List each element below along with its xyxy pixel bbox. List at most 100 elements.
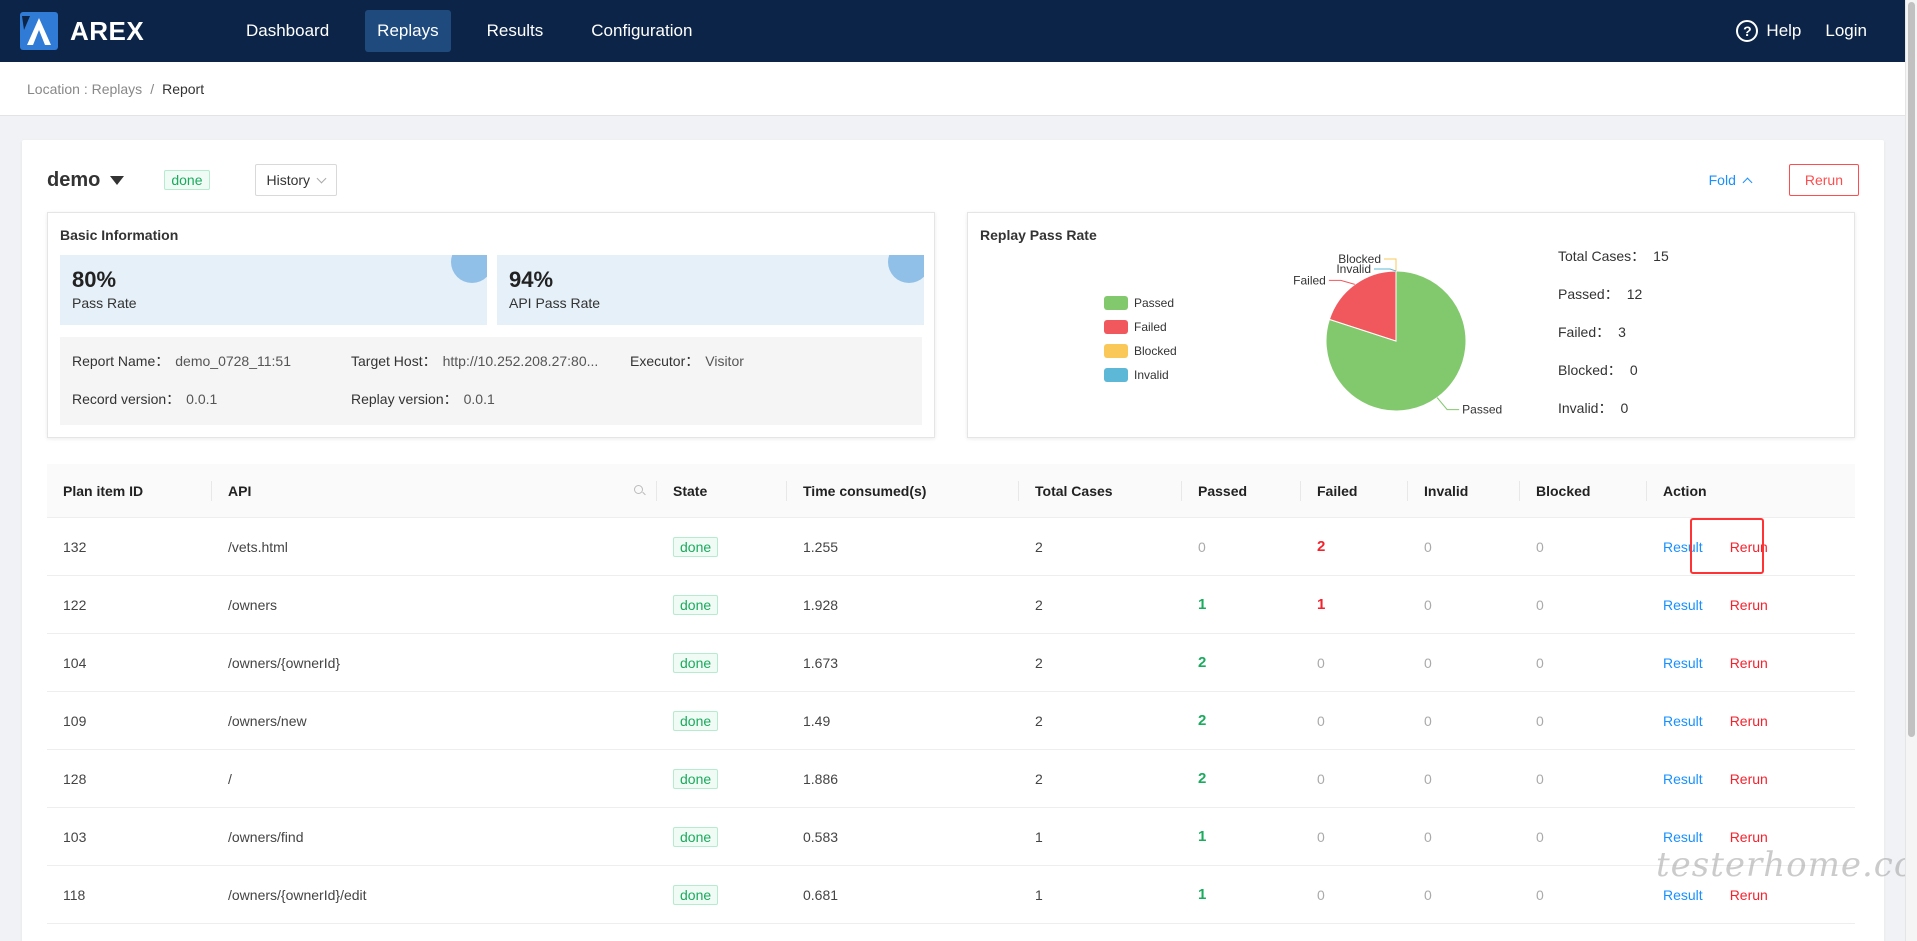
result-link[interactable]: Result (1663, 654, 1703, 671)
cell-blocked: 0 (1520, 866, 1647, 923)
cell-time-consumed: 1.49 (787, 692, 1019, 749)
scrollbar-thumb[interactable] (1908, 2, 1915, 737)
cell-time-consumed-value: 1.255 (803, 538, 839, 555)
cell-plan-item-id-value: 103 (63, 828, 87, 845)
legend-item-failed[interactable]: Failed (1104, 315, 1177, 339)
logo-text: AREX (70, 15, 145, 46)
breadcrumb-location[interactable]: Location : Replays (27, 80, 143, 97)
cell-invalid: 0 (1408, 692, 1520, 749)
table-row: 132/vets.html done 1.255 2 0 2 0 0 Result Rerun (47, 518, 1855, 576)
cell-api-value: /vets.html (228, 538, 288, 555)
summary-failed: Failed： 3 (1558, 321, 1669, 359)
column-header-label: API (228, 482, 252, 499)
result-link[interactable]: Result (1663, 538, 1703, 555)
column-header-label: Passed (1198, 482, 1248, 499)
rerun-link[interactable]: Rerun (1729, 770, 1768, 787)
cell-invalid: 0 (1408, 866, 1520, 923)
rerun-link[interactable]: Rerun (1729, 886, 1768, 903)
history-select[interactable]: History (254, 164, 338, 196)
legend-label: Blocked (1134, 344, 1177, 358)
cell-state-value: done (673, 768, 719, 789)
rerun-link[interactable]: Rerun (1729, 538, 1768, 555)
cell-passed: 2 (1182, 692, 1301, 749)
pie-label-failed: Failed (1293, 273, 1326, 287)
fold-toggle[interactable]: Fold (1709, 172, 1753, 188)
column-header-label: Failed (1317, 482, 1358, 499)
cell-blocked: 0 (1520, 576, 1647, 633)
cell-api: / (212, 750, 657, 807)
cell-api-value: /owners/find (228, 828, 304, 845)
cell-time-consumed: 0.583 (787, 808, 1019, 865)
result-link[interactable]: Result (1663, 770, 1703, 787)
cell-passed-value: 1 (1198, 596, 1207, 613)
legend-item-passed[interactable]: Passed (1104, 291, 1177, 315)
column-header-label: Total Cases (1035, 482, 1113, 499)
cell-time-consumed-value: 0.681 (803, 886, 839, 903)
breadcrumb: Location : Replays / Report (0, 62, 1905, 116)
chart-legend: Passed Failed Blocked Invalid (1104, 291, 1177, 387)
pie-slice-failed[interactable] (1328, 270, 1397, 342)
cell-state: done (657, 866, 787, 923)
table-row: 104/owners/{ownerId} done 1.673 2 2 0 0 0 Result… (47, 634, 1855, 692)
result-link[interactable]: Result (1663, 828, 1703, 845)
cell-passed-value: 0 (1198, 538, 1206, 555)
nav-configuration[interactable]: Configuration (591, 21, 693, 40)
cell-failed: 0 (1301, 808, 1408, 865)
pass-rate-label: Pass Rate (72, 295, 137, 311)
cell-plan-item-id: 104 (47, 634, 212, 691)
rerun-link[interactable]: Rerun (1729, 828, 1768, 845)
cell-passed-value: 2 (1198, 654, 1207, 671)
nav-dashboard[interactable]: Dashboard (246, 21, 330, 40)
legend-item-invalid[interactable]: Invalid (1104, 363, 1177, 387)
cell-state-value: done (673, 710, 719, 731)
cell-api: /vets.html (212, 518, 657, 575)
history-label: History (266, 172, 311, 188)
cell-total-cases: 2 (1019, 692, 1182, 749)
rerun-link[interactable]: Rerun (1729, 712, 1768, 729)
legend-item-blocked[interactable]: Blocked (1104, 339, 1177, 363)
cell-api-value: /owners/new (228, 712, 307, 729)
summary-key: Total Cases： (1558, 248, 1646, 264)
cell-passed: 2 (1182, 750, 1301, 807)
legend-swatch (1104, 320, 1128, 334)
rerun-link[interactable]: Rerun (1729, 596, 1768, 613)
cell-failed: 1 (1301, 576, 1408, 633)
report-name-field: Report Name： demo_0728_11:51 (72, 351, 332, 371)
column-header-failed: Failed (1301, 464, 1408, 517)
nav-results[interactable]: Results (486, 21, 544, 40)
nav-replays[interactable]: Replays (365, 10, 451, 52)
cell-state: done (657, 576, 787, 633)
logo[interactable]: AREX (20, 12, 234, 50)
record-version-field: Record version： 0.0.1 (72, 389, 332, 409)
cell-passed-value: 1 (1198, 828, 1207, 845)
table-row: 128 / done 1.886 2 2 0 0 0 Result Rerun (47, 750, 1855, 808)
cell-api: /owners/{ownerId} (212, 634, 657, 691)
rerun-link[interactable]: Rerun (1729, 654, 1768, 671)
cell-total-cases: 2 (1019, 576, 1182, 633)
result-link[interactable]: Result (1663, 712, 1703, 729)
table-row: 109/owners/new done 1.49 2 2 0 0 0 Result Rerun (47, 692, 1855, 750)
field-key: Target Host： (351, 353, 437, 369)
cell-time-consumed-value: 1.673 (803, 654, 839, 671)
result-link[interactable]: Result (1663, 596, 1703, 613)
column-header-time-consumed-s: Time consumed(s) (787, 464, 1019, 517)
result-link[interactable]: Result (1663, 886, 1703, 903)
page-scrollbar[interactable] (1905, 0, 1917, 941)
cell-passed-value: 2 (1198, 712, 1207, 729)
login-link[interactable]: Login (1825, 21, 1867, 40)
cell-blocked-value: 0 (1536, 654, 1544, 671)
cell-total-cases: 1 (1019, 866, 1182, 923)
cell-invalid: 0 (1408, 750, 1520, 807)
cell-time-consumed: 1.673 (787, 634, 1019, 691)
cell-total-cases: 2 (1019, 634, 1182, 691)
cell-blocked-value: 0 (1536, 596, 1544, 613)
summary-value: 0 (1629, 362, 1638, 378)
search-icon[interactable] (634, 485, 643, 494)
rerun-button[interactable]: Rerun (1788, 164, 1859, 196)
cell-failed: 0 (1301, 692, 1408, 749)
plan-selector[interactable]: demo (47, 169, 125, 192)
cell-passed: 2 (1182, 634, 1301, 691)
help-link[interactable]: ? Help (1736, 20, 1801, 42)
summary-key: Passed： (1558, 286, 1619, 302)
